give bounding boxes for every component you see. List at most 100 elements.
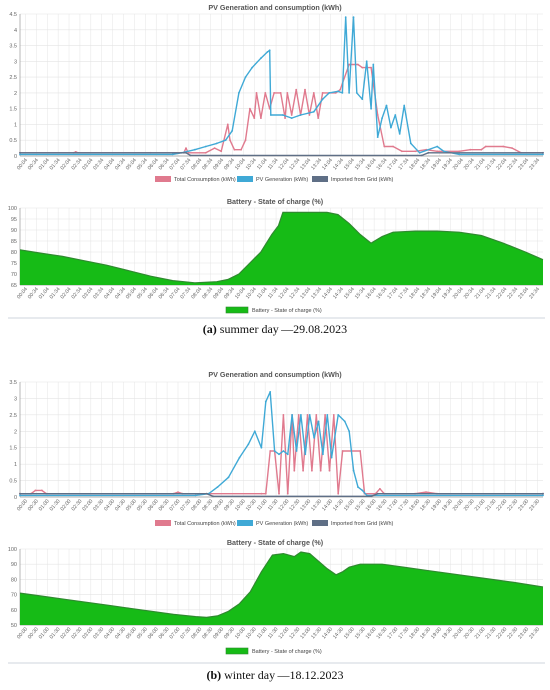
x-tick-label: 08:04 — [190, 157, 203, 171]
data-point — [337, 492, 340, 495]
x-tick-label: 05:30 — [136, 626, 149, 640]
x-tick-label: 09:34 — [223, 286, 236, 300]
x-tick-label: 04:30 — [114, 626, 127, 640]
y-tick-label: 90 — [11, 562, 17, 568]
data-point — [312, 110, 315, 113]
data-point — [264, 492, 267, 495]
x-tick-label: 17:34 — [397, 157, 410, 171]
x-tick-label: 01:30 — [49, 626, 62, 640]
data-point — [293, 469, 296, 472]
x-tick-label: 05:34 — [136, 286, 149, 300]
x-tick-label: 23:30 — [528, 626, 541, 640]
x-tick-label: 12:00 — [278, 498, 291, 512]
data-point — [189, 154, 192, 157]
x-tick-label: 04:30 — [114, 498, 127, 512]
x-tick-label: 01:04 — [38, 157, 51, 171]
x-tick-label: 17:30 — [397, 498, 410, 512]
chart-title: PV Generation and consumption (kWh) — [208, 370, 342, 379]
x-tick-label: 20:34 — [463, 286, 476, 300]
x-tick-label: 03:04 — [81, 157, 94, 171]
data-point — [290, 117, 293, 119]
data-point — [260, 446, 263, 449]
x-tick-label: 23:00 — [517, 498, 530, 512]
x-tick-label: 00:04 — [16, 286, 29, 300]
data-point — [339, 88, 342, 91]
data-point — [322, 453, 324, 456]
y-tick-label: 75 — [11, 261, 17, 267]
y-tick-label: 2 — [14, 91, 17, 97]
data-point — [348, 92, 350, 94]
x-tick-label: 22:00 — [495, 498, 508, 512]
data-point — [324, 414, 326, 416]
x-tick-label: 14:00 — [321, 498, 334, 512]
legend-swatch — [237, 520, 253, 526]
x-tick-label: 03:30 — [92, 626, 105, 640]
data-point — [205, 492, 208, 495]
y-tick-label: 0 — [14, 154, 17, 160]
x-tick-label: 02:34 — [71, 157, 84, 171]
data-point — [299, 114, 302, 116]
x-tick-label: 00:34 — [27, 286, 40, 300]
x-tick-label: 10:30 — [245, 626, 258, 640]
x-tick-label: 10:34 — [245, 157, 258, 171]
data-point — [286, 492, 289, 495]
x-tick-label: 04:04 — [103, 286, 116, 300]
x-tick-label: 06:00 — [147, 498, 160, 512]
x-tick-label: 13:30 — [310, 626, 323, 640]
x-tick-label: 22:00 — [495, 626, 508, 640]
x-tick-label: 20:30 — [463, 498, 476, 512]
data-point — [361, 66, 364, 69]
x-tick-label: 21:04 — [474, 157, 487, 171]
data-point — [326, 414, 329, 416]
chart-title: Battery - State of charge (%) — [227, 538, 324, 547]
x-tick-label: 09:04 — [212, 286, 225, 300]
caption-b-letter: (b) — [206, 668, 222, 682]
x-tick-label: 21:34 — [485, 157, 498, 171]
data-point — [297, 414, 300, 416]
x-tick-label: 17:34 — [397, 286, 410, 300]
data-point — [458, 150, 461, 153]
data-point — [308, 414, 311, 416]
series-line-grid — [20, 493, 543, 497]
data-point — [302, 469, 304, 472]
data-point — [392, 145, 394, 148]
legend-swatch — [312, 176, 328, 182]
legend-label: Battery - State of charge (%) — [252, 308, 322, 314]
data-point — [480, 148, 483, 151]
x-tick-label: 03:34 — [92, 157, 105, 171]
x-tick-label: 06:30 — [158, 626, 171, 640]
data-point — [370, 66, 372, 69]
x-tick-label: 06:00 — [147, 626, 160, 640]
legend-swatch — [312, 520, 328, 526]
x-tick-label: 08:30 — [201, 626, 214, 640]
data-point — [260, 492, 263, 495]
x-tick-label: 22:04 — [495, 286, 508, 300]
x-tick-label: 12:04 — [278, 157, 291, 171]
x-tick-label: 17:00 — [386, 498, 399, 512]
x-tick-label: 11:00 — [256, 626, 269, 640]
x-tick-label: 10:34 — [245, 286, 258, 300]
x-tick-label: 00:34 — [27, 157, 40, 171]
x-tick-label: 07:04 — [169, 157, 182, 171]
x-tick-label: 11:00 — [256, 498, 269, 512]
legend: Total Consumption (kWh) PV Generation (kW… — [155, 520, 394, 527]
x-tick-label: 08:00 — [190, 498, 203, 512]
data-point — [379, 487, 381, 490]
chart-summer-energy: PV Generation and consumption (kWh) 0 0.5 1… — [9, 3, 544, 183]
x-tick-label: 09:00 — [212, 626, 225, 640]
x-tick-label: 12:34 — [288, 286, 301, 300]
data-point — [376, 114, 379, 116]
x-tick-label: 01:00 — [38, 498, 51, 512]
x-tick-label: 11:34 — [267, 286, 280, 300]
data-point — [244, 76, 247, 78]
y-tick-label: 3.5 — [9, 44, 17, 50]
data-point — [337, 90, 339, 93]
y-tick-label: 50 — [11, 623, 17, 629]
x-tick-label: 01:00 — [38, 626, 51, 640]
x-tick-label: 09:04 — [212, 157, 225, 171]
data-point — [332, 414, 335, 416]
x-tick-label: 19:04 — [430, 157, 443, 171]
y-tick-label: 80 — [11, 577, 17, 583]
data-point — [249, 107, 251, 110]
data-point — [337, 414, 340, 416]
